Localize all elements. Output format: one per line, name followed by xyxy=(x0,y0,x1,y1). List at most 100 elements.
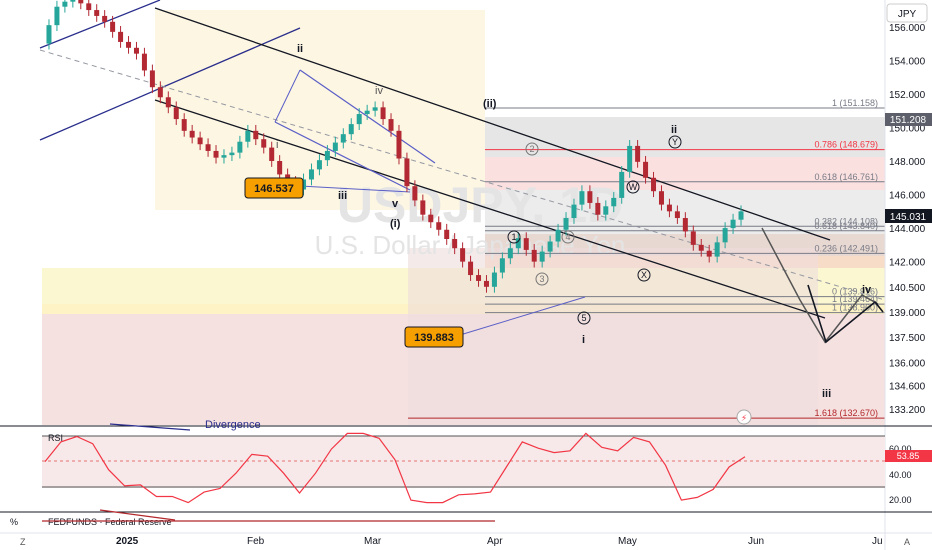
projection-black xyxy=(807,284,884,344)
candle xyxy=(86,3,92,11)
candle xyxy=(460,248,466,262)
circle-4 xyxy=(561,230,575,244)
wave-v: v xyxy=(392,198,399,210)
candle xyxy=(181,119,187,131)
wave-ii-top: ii xyxy=(671,124,677,136)
candle xyxy=(94,10,100,16)
event-icon[interactable] xyxy=(736,409,752,425)
candle xyxy=(308,169,314,180)
circle-2-text: 2 xyxy=(529,144,534,154)
candle xyxy=(714,242,720,257)
candle xyxy=(261,139,267,148)
candle xyxy=(157,87,163,98)
candle xyxy=(603,206,609,215)
candle xyxy=(635,145,641,162)
candle xyxy=(658,191,664,205)
candle xyxy=(149,70,155,88)
marker-151-text: 151.208 xyxy=(890,115,927,126)
circle-1-text: 1 xyxy=(511,232,516,242)
candle xyxy=(690,231,696,245)
circle-5-text: 5 xyxy=(581,313,586,323)
lower-left-channel xyxy=(39,27,301,141)
circle-w-text: W xyxy=(629,182,638,192)
candle xyxy=(420,200,426,215)
candle xyxy=(173,107,179,120)
candle xyxy=(102,15,108,22)
time-apr: Apr xyxy=(487,536,503,547)
candle xyxy=(54,6,60,26)
channel-bottom-line xyxy=(154,99,826,319)
fib-label: 1.618 (132.670) xyxy=(814,408,878,418)
price-tick: 137.500 xyxy=(889,333,926,344)
fib-label: 0.382 (144.108) xyxy=(814,216,878,226)
circle-y-text: Y xyxy=(672,137,678,147)
time-z-button[interactable]: Z xyxy=(20,537,26,547)
price-tick: 144.000 xyxy=(889,224,926,235)
candle xyxy=(245,130,251,142)
candle xyxy=(253,130,259,140)
candle xyxy=(213,150,219,158)
price-tick: 140.500 xyxy=(889,283,926,294)
candle xyxy=(324,150,330,161)
candle xyxy=(611,197,617,207)
candle xyxy=(205,144,211,151)
candle xyxy=(197,137,203,145)
rsi-pane: RSI Divergence 60.00 40.00 20.00 53.85 xyxy=(42,419,932,505)
candle xyxy=(547,241,553,252)
candle xyxy=(698,244,704,251)
callout-high: 146.537 xyxy=(244,177,304,199)
price-tick: 146.000 xyxy=(889,191,926,202)
candle xyxy=(555,229,561,242)
circle-3 xyxy=(535,272,549,286)
wave-i-small: i xyxy=(276,139,278,151)
candle xyxy=(587,191,593,203)
fedfunds-label: FEDFUNDS · Federal Reserve xyxy=(48,517,172,527)
candle xyxy=(364,110,370,115)
candle xyxy=(165,97,171,108)
circle-w xyxy=(626,180,640,194)
candle xyxy=(412,186,418,201)
currency-button[interactable] xyxy=(886,3,928,23)
candle xyxy=(388,119,394,131)
candle xyxy=(78,0,84,4)
candle xyxy=(666,204,672,212)
candle xyxy=(133,47,139,54)
wave-i-paren: (i) xyxy=(390,218,401,230)
circle-y xyxy=(668,135,682,149)
rsi-tick-40: 40.00 xyxy=(889,470,912,480)
circle-2 xyxy=(525,142,539,156)
rsi-label: RSI xyxy=(48,433,63,443)
auto-scale-button[interactable]: A xyxy=(904,537,910,547)
rsi-value-box xyxy=(885,450,932,462)
candle xyxy=(643,161,649,178)
time-feb: Feb xyxy=(247,536,265,547)
candle xyxy=(571,204,577,219)
price-tick: 142.000 xyxy=(889,258,926,269)
fedfunds-pct: % xyxy=(10,517,18,527)
price-tick: 156.000 xyxy=(889,23,926,34)
price-tick: 148.000 xyxy=(889,157,926,168)
candle xyxy=(499,258,505,273)
candle xyxy=(237,141,243,153)
price-tick: 134.600 xyxy=(889,382,926,393)
sub-channel-side xyxy=(274,69,301,123)
divergence-line xyxy=(109,423,191,431)
rsi-value: 53.85 xyxy=(897,451,920,461)
channel-mid-line xyxy=(39,49,886,301)
candle xyxy=(277,161,283,175)
time-axis-labels: 2025 Feb Mar Apr May Jun Ju xyxy=(116,536,883,547)
wave-ii: ii xyxy=(297,43,303,55)
fib-label: 0.618 (146.761) xyxy=(814,172,878,182)
time-may: May xyxy=(618,536,637,547)
candle xyxy=(682,218,688,232)
candle xyxy=(301,179,307,190)
callout-low-text: 139.883 xyxy=(414,332,454,344)
rsi-line xyxy=(44,432,746,504)
marker-151-box xyxy=(885,113,932,126)
candle xyxy=(539,251,545,262)
candle xyxy=(491,272,497,287)
candle xyxy=(118,31,124,42)
fib-label: 1 (139.464) xyxy=(832,294,878,304)
candle xyxy=(189,130,195,138)
